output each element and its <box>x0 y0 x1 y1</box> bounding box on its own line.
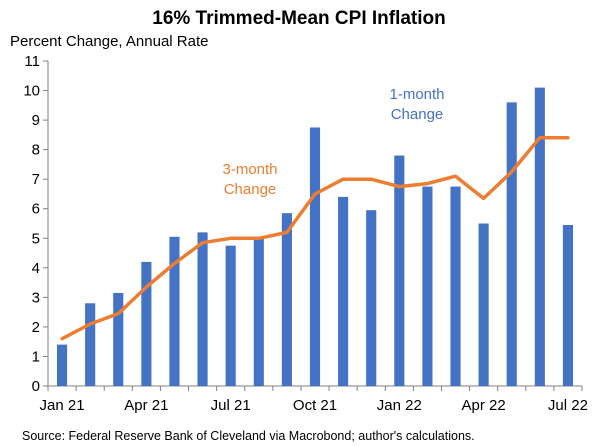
y-tick-label: 2 <box>32 319 40 336</box>
y-tick-label: 4 <box>32 260 40 277</box>
y-tick-label: 5 <box>32 230 40 247</box>
chart-source: Source: Federal Reserve Bank of Clevelan… <box>22 429 475 443</box>
y-tick-label: 9 <box>32 112 40 129</box>
x-tick-label: Jul 22 <box>548 397 588 414</box>
x-tick-label: Jan 22 <box>377 397 422 414</box>
y-tick-label: 8 <box>32 142 40 159</box>
bar-1-month <box>422 186 433 386</box>
y-tick-label: 1 <box>32 348 40 365</box>
chart-title: 16% Trimmed-Mean CPI Inflation <box>152 8 446 29</box>
bar-1-month <box>85 303 96 386</box>
x-tick-label: Apr 22 <box>462 397 506 414</box>
x-tick-label: Jan 21 <box>40 397 85 414</box>
annotation-3-month-line: Change <box>224 181 277 198</box>
bar-1-month <box>113 292 124 386</box>
bar-1-month <box>506 102 517 386</box>
y-tick-label: 0 <box>32 378 40 395</box>
bar-1-month <box>366 210 377 386</box>
x-tick-label: Oct 21 <box>293 397 337 414</box>
bar-1-month <box>534 87 545 386</box>
bar-1-month <box>562 224 574 386</box>
bar-1-month <box>197 232 208 386</box>
x-tick-label: Apr 21 <box>124 397 168 414</box>
annotation-1-month: 1-month Change <box>389 86 444 123</box>
chart-subtitle: Percent Change, Annual Rate <box>10 33 208 50</box>
bar-1-month <box>253 238 264 386</box>
annotation-3-month: 3-month Change <box>222 161 277 198</box>
y-tick-label: 10 <box>23 83 40 100</box>
y-tick-label: 7 <box>32 171 40 188</box>
bar-1-month <box>309 127 321 387</box>
annotation-3-month-line: 3-month <box>222 161 277 178</box>
bar-1-month <box>281 213 292 386</box>
bar-1-month <box>338 196 349 386</box>
bar-1-month <box>394 155 405 386</box>
bar-1-month <box>169 236 180 386</box>
line-3-month <box>60 136 570 341</box>
annotation-1-month-line: Change <box>391 106 444 123</box>
y-tick-label: 11 <box>24 53 40 70</box>
bar-1-month <box>56 344 68 386</box>
bar-1-month <box>450 186 461 386</box>
bar-1-month <box>478 223 489 386</box>
x-tick-label: Jul 21 <box>211 397 251 414</box>
plot-area: 0 1 2 3 4 5 6 7 8 9 10 11 Jan 21 Apr 21 Jul 21 Oct 21 Ja… <box>23 53 588 414</box>
annotation-1-month-line: 1-month <box>389 86 444 103</box>
y-tick-label: 3 <box>32 289 40 306</box>
bar-1-month <box>225 245 236 386</box>
y-tick-label: 6 <box>32 201 40 218</box>
bar-1-month <box>141 261 152 386</box>
